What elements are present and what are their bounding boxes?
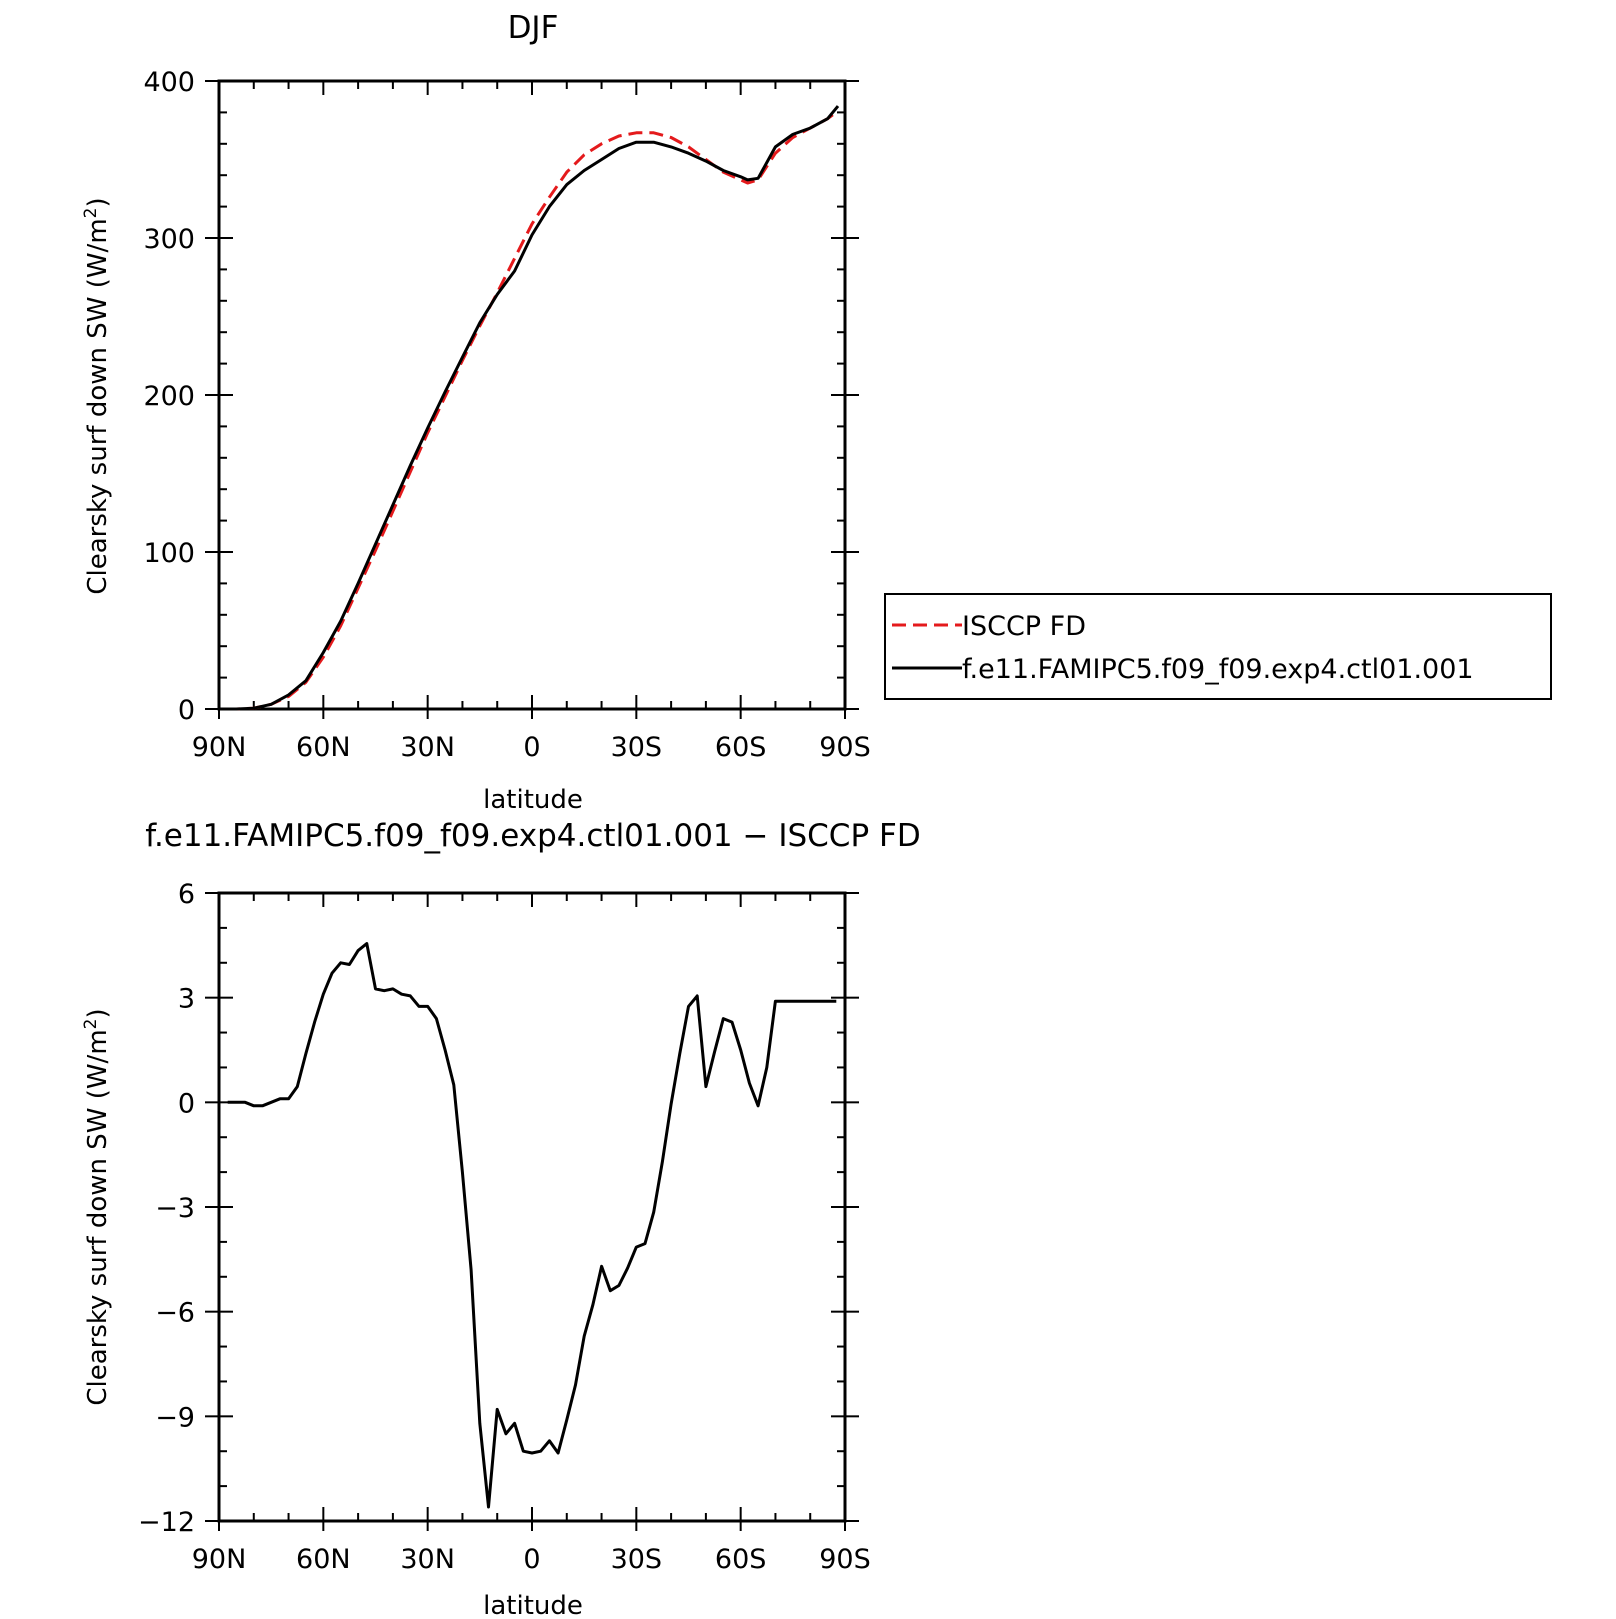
difference-y-tick-label: 3: [178, 984, 195, 1015]
difference-y-tick-label: −9: [155, 1402, 195, 1433]
djf-x-tick-label: 0: [523, 732, 540, 763]
djf-y-tick-label: 100: [143, 538, 195, 569]
difference-x-tick-label: 90N: [192, 1544, 247, 1575]
djf-title: DJF: [508, 10, 559, 46]
djf-y-tick-label: 0: [178, 695, 195, 726]
djf-axes: 90N 60N 30N 0 30S 60S 90S 0 100 200 300 400: [143, 67, 870, 763]
djf-x-tick-label: 30N: [400, 732, 455, 763]
difference-y-tick-label: 0: [178, 1088, 195, 1119]
difference-axes: 90N 60N 30N 0 30S 60S 90S −12 −9 −6 −3 0 3 6: [138, 879, 871, 1575]
difference-x-tick-label: 30N: [400, 1544, 455, 1575]
difference-ylabel: Clearsky surf down SW (W/m2): [81, 1008, 113, 1405]
difference-y-tick-label: 6: [178, 879, 195, 910]
difference-title: f.e11.FAMIPC5.f09_f09.exp4.ctl01.001 − I…: [145, 818, 920, 854]
difference-x-tick-label: 30S: [611, 1544, 663, 1575]
djf-y-tick-label: 400: [143, 67, 195, 98]
djf-x-tick-label: 90S: [819, 732, 871, 763]
difference-x-tick-label: 60N: [296, 1544, 351, 1575]
djf-series: [226, 105, 840, 711]
difference-x-tick-label: 60S: [715, 1544, 767, 1575]
djf-y-tick-label: 200: [143, 381, 195, 412]
legend-box: [884, 593, 1552, 700]
difference-x-tick-label: 0: [523, 1544, 540, 1575]
djf-plot-frame: [217, 79, 847, 711]
legend-label-isccp: ISCCP FD: [962, 611, 1086, 642]
difference-y-tick-label: −12: [138, 1507, 195, 1538]
difference-series-line-0: [227, 942, 837, 1509]
difference-panel: f.e11.FAMIPC5.f09_f09.exp4.ctl01.001 − I…: [81, 818, 921, 1619]
djf-x-tick-label: 60S: [715, 732, 767, 763]
difference-x-tick-label: 90S: [819, 1544, 871, 1575]
difference-series: [227, 942, 837, 1509]
djf-xlabel: latitude: [483, 785, 583, 815]
legend: ISCCP FD f.e11.FAMIPC5.f09_f09.exp4.ctl0…: [884, 593, 1552, 700]
difference-xlabel: latitude: [483, 1591, 583, 1619]
djf-series-line-1: [226, 105, 840, 711]
djf-panel: DJF 90N 60N 30N 0 30S 60S 90S 0 100 200 300 400 lat…: [81, 10, 1552, 815]
difference-plot-frame: [217, 891, 847, 1523]
djf-x-tick-label: 30S: [611, 732, 663, 763]
difference-y-tick-label: −6: [155, 1298, 195, 1329]
djf-x-tick-label: 90N: [192, 732, 247, 763]
djf-x-tick-label: 60N: [296, 732, 351, 763]
legend-label-model: f.e11.FAMIPC5.f09_f09.exp4.ctl01.001: [962, 654, 1474, 685]
djf-ylabel: Clearsky surf down SW (W/m2): [81, 197, 113, 594]
djf-y-tick-label: 300: [143, 224, 195, 255]
djf-series-line-0: [226, 109, 839, 711]
difference-y-tick-label: −3: [155, 1193, 195, 1224]
